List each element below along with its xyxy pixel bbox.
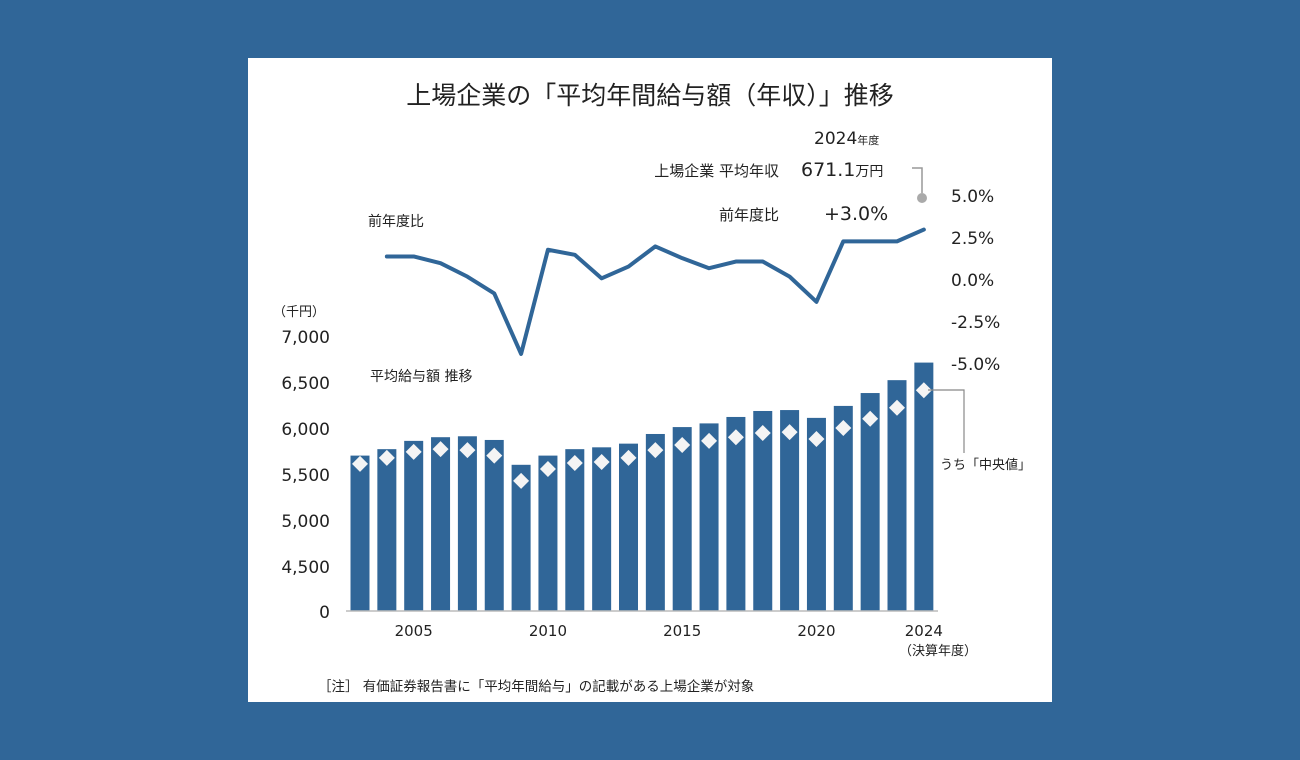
annotation-yoy-value: +3.0% xyxy=(824,203,888,225)
bar-2010 xyxy=(538,455,558,611)
left-axis-tick-label: 6,500 xyxy=(281,374,330,394)
x-axis-title: （決算年度） xyxy=(899,643,977,659)
yoy-line-path xyxy=(384,227,926,356)
bar-2011 xyxy=(565,449,585,611)
annotation-avg-label: 上場企業 平均年収 xyxy=(654,162,779,180)
bar-2004 xyxy=(377,449,397,611)
bar-2017 xyxy=(726,416,746,611)
chart-title: 上場企業の「平均年間給与額（年収）」推移 xyxy=(406,81,894,110)
median-marker-2010 xyxy=(539,460,556,477)
footnote: ［注］ 有価証券報告書に「平均年間給与」の記載がある上場企業が対象 xyxy=(318,678,754,695)
median-marker-2011 xyxy=(566,454,583,471)
bar-2007 xyxy=(457,436,477,611)
median-marker-2022 xyxy=(862,410,879,427)
annotation-year-value: 2024 xyxy=(814,129,857,149)
bar-2012 xyxy=(592,447,612,611)
annotation-year-suffix: 年度 xyxy=(857,133,879,147)
bar-2003 xyxy=(350,455,370,611)
right-axis-tick-label: 5.0% xyxy=(951,187,994,207)
x-axis-tick-label: 2015 xyxy=(663,622,701,640)
bar-2006 xyxy=(431,437,451,611)
left-axis-tick-label: 0 xyxy=(319,603,330,623)
x-axis-tick-label: 2005 xyxy=(395,622,433,640)
annotation-avg: 671.1万円 xyxy=(801,159,883,181)
bar-2021 xyxy=(833,405,853,611)
right-axis-tick-label: 0.0% xyxy=(951,271,994,291)
bar-2018 xyxy=(753,410,773,611)
bar-series-label: 平均給与額 推移 xyxy=(370,369,472,385)
x-axis-tick-label: 2010 xyxy=(529,622,567,640)
median-marker-2009 xyxy=(513,472,530,489)
left-axis-tick-label: 4,500 xyxy=(281,558,330,578)
bar-2015 xyxy=(672,427,692,611)
median-marker-2004 xyxy=(378,449,395,466)
yoy-line xyxy=(384,227,926,356)
median-marker-2020 xyxy=(808,431,825,448)
median-marker-2006 xyxy=(432,441,449,458)
left-axis: 7,000 6,500 6,000 5,500 5,000 4,500 0 xyxy=(281,328,330,623)
bar-2022 xyxy=(860,393,880,611)
median-marker-2013 xyxy=(620,449,637,466)
median-leader-line xyxy=(928,389,965,453)
median-marker-2019 xyxy=(781,424,798,441)
right-axis-tick-label: -5.0% xyxy=(951,355,1000,375)
bar-2014 xyxy=(645,433,665,611)
median-markers xyxy=(352,382,932,489)
bar-2023 xyxy=(887,380,907,611)
bar-2009 xyxy=(511,464,531,611)
median-marker-2023 xyxy=(889,399,905,416)
annotation-year: 2024年度 xyxy=(814,129,879,149)
bar-2019 xyxy=(780,410,800,611)
left-axis-tick-label: 5,500 xyxy=(281,466,330,486)
median-marker-2014 xyxy=(647,442,664,459)
annotation-avg-value: 671.1 xyxy=(801,159,855,181)
bar-unit-label: （千円） xyxy=(273,305,325,320)
chart-svg: 上場企業の「平均年間給与額（年収）」推移 2024年度 上場企業 平均年収 67… xyxy=(273,81,1031,695)
left-axis-tick-label: 7,000 xyxy=(281,328,330,348)
right-axis-tick-label: 2.5% xyxy=(951,229,994,249)
bar-2020 xyxy=(806,417,826,611)
bar-2013 xyxy=(619,443,638,611)
annotation-leader-line xyxy=(912,167,923,193)
x-axis-tick-label: 2024 xyxy=(905,622,943,640)
bar-2024 xyxy=(914,362,934,611)
line-series-label: 前年度比 xyxy=(368,213,424,230)
annotation-dot xyxy=(917,193,927,203)
right-axis: 5.0% 2.5% 0.0% -2.5% -5.0% xyxy=(951,187,1000,375)
bar-2005 xyxy=(404,440,424,611)
bar-2008 xyxy=(484,439,504,611)
median-marker-2021 xyxy=(835,420,852,436)
median-marker-2016 xyxy=(701,432,718,449)
bar-2016 xyxy=(699,423,719,611)
annotation-yoy-label: 前年度比 xyxy=(719,206,779,224)
median-marker-2003 xyxy=(352,455,368,472)
annotation-avg-unit: 万円 xyxy=(855,164,883,180)
median-marker-2018 xyxy=(754,425,771,442)
median-legend-label: うち「中央値」 xyxy=(940,457,1031,473)
bars xyxy=(346,362,938,612)
median-marker-2024 xyxy=(915,382,932,399)
median-marker-2007 xyxy=(459,442,476,459)
chart-card: 上場企業の「平均年間給与額（年収）」推移 2024年度 上場企業 平均年収 67… xyxy=(248,58,1052,702)
median-marker-2005 xyxy=(405,443,422,460)
median-marker-2017 xyxy=(727,429,744,446)
median-marker-2008 xyxy=(486,447,503,464)
x-axis: 2005 2010 2015 2020 2024 xyxy=(395,622,943,640)
left-axis-tick-label: 5,000 xyxy=(281,512,330,532)
median-marker-2015 xyxy=(674,437,691,454)
x-axis-tick-label: 2020 xyxy=(797,622,835,640)
left-axis-tick-label: 6,000 xyxy=(281,420,330,440)
median-marker-2012 xyxy=(593,454,610,471)
right-axis-tick-label: -2.5% xyxy=(951,313,1000,333)
